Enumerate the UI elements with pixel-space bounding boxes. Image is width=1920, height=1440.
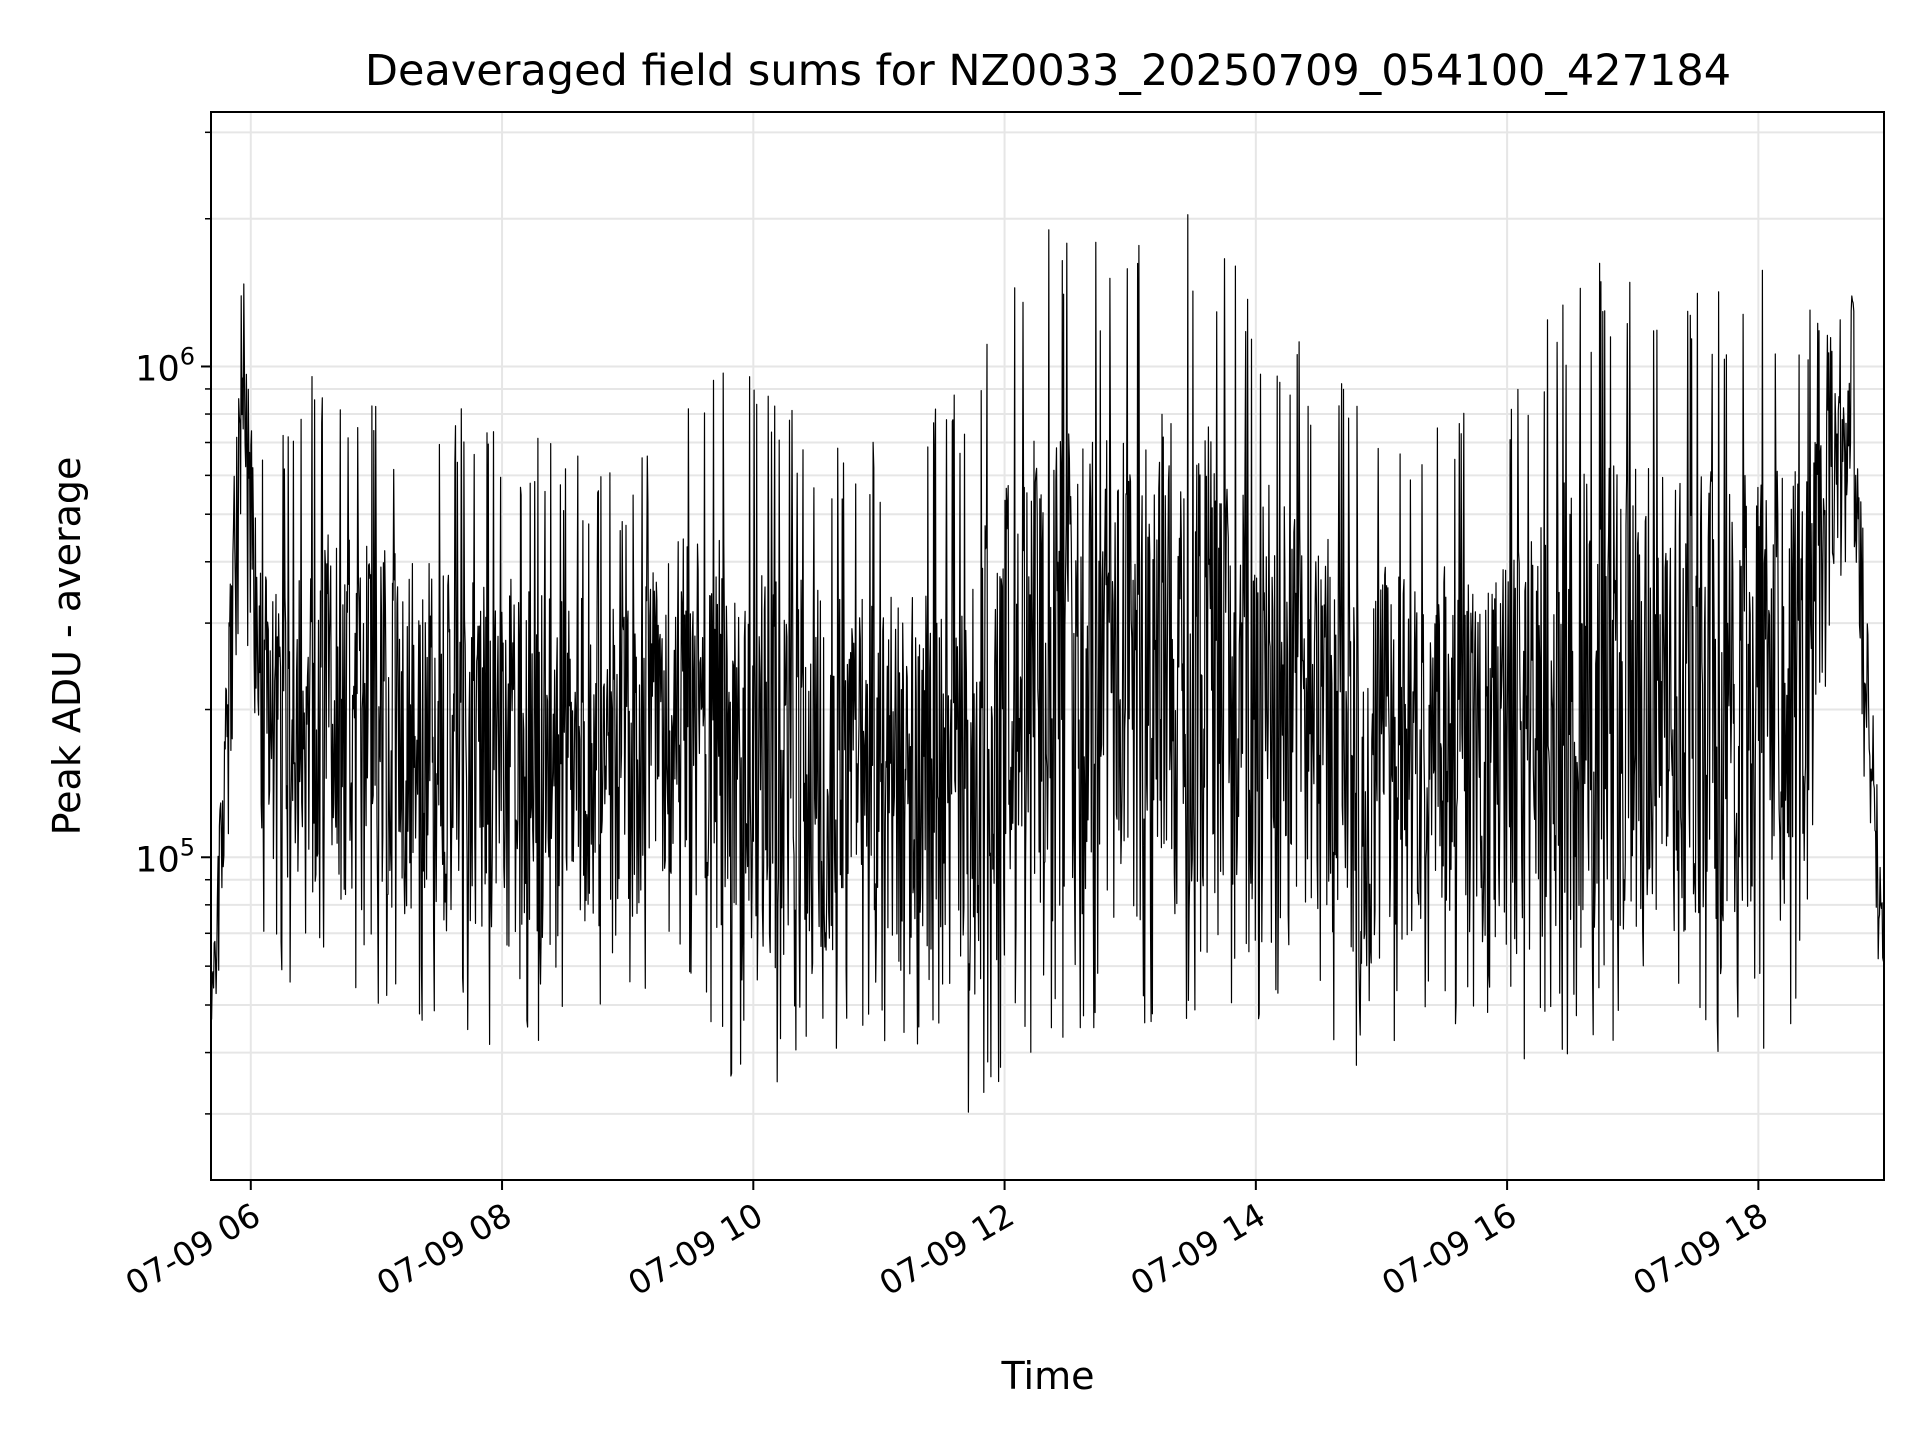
chart-title: Deaveraged field sums for NZ0033_2025070… bbox=[365, 46, 1731, 96]
y-tick-label: 105 bbox=[135, 833, 195, 880]
y-tick-label: 106 bbox=[135, 342, 195, 389]
series-path bbox=[210, 214, 1885, 1113]
x-axis-label: Time bbox=[1001, 1354, 1095, 1398]
plot-frame bbox=[210, 111, 1885, 1181]
y-axis-label: Peak ADU - average bbox=[45, 457, 89, 836]
y-axis: 105 106 bbox=[135, 131, 211, 1115]
series-line bbox=[210, 214, 1885, 1113]
